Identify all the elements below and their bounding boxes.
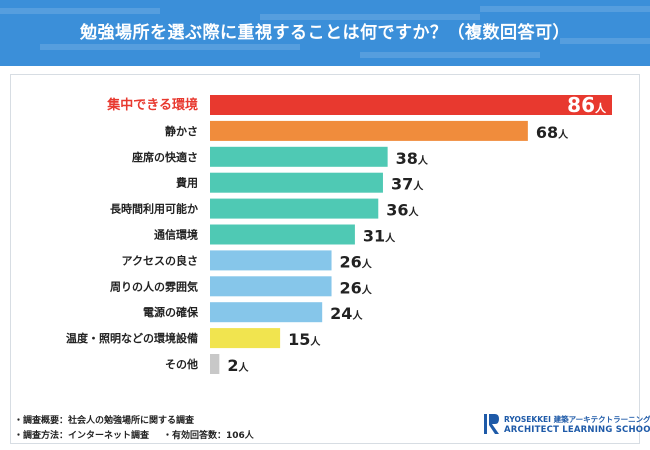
bar [210,354,220,374]
chart-title: 勉強場所を選ぶ際に重視することは何ですか？（複数回答可） [80,23,570,43]
bar [210,328,281,349]
category-label: 費用 [175,176,198,190]
category-label: 長時間利用可能か [110,202,198,216]
bar [210,198,379,219]
category-label: 静かさ [165,124,198,138]
value-label: 2人 [227,356,249,375]
value-label: 24人 [330,304,363,323]
category-label: その他 [165,357,198,371]
bar [210,302,323,323]
category-label: 温度・照明などの環境設備 [66,331,198,345]
bar [210,224,355,245]
bar [210,250,332,271]
bar [210,95,612,115]
value-label: 26人 [340,252,373,271]
category-label: 周りの人の雰囲気 [110,279,198,293]
value-label: 38人 [396,149,429,168]
footnote-respondents: ・有効回答数：106人 [163,431,254,441]
header-banner: 勉強場所を選ぶ際に重視することは何ですか？（複数回答可） [0,0,650,66]
value-label: 15人 [288,330,321,349]
value-label: 68人 [536,123,569,142]
footnote-method-line: ・調査方法：インターネット調査 ・有効回答数：106人 [14,428,254,441]
value-label: 26人 [340,278,373,297]
category-label: 座席の快適さ [131,150,198,164]
school-logo: RYOSEKKEI 建築アーキテクトラーニング ARCHITECT LEARNI… [484,412,650,442]
category-label: アクセスの良さ [122,253,198,267]
value-label: 36人 [386,201,419,220]
bar [210,172,383,193]
logo-line1: RYOSEKKEI 建築アーキテクトラーニング [504,415,650,424]
category-label: 電源の確保 [143,305,199,319]
value-label: 31人 [363,227,396,246]
logo-line2: ARCHITECT LEARNING SCHOOL [504,425,650,435]
bar [210,276,332,297]
bar [210,120,528,141]
logo-mark-icon [484,414,499,434]
value-label: 37人 [391,175,424,194]
footnote-overview: ・調査概要：社会人の勉強場所に関する調査 [14,416,195,426]
bar [210,146,388,167]
value-label: 86人 [567,93,607,117]
footnote-method: ・調査方法：インターネット調査 [14,431,150,441]
category-label: 通信環境 [154,228,198,242]
category-label: 集中できる環境 [106,97,198,113]
